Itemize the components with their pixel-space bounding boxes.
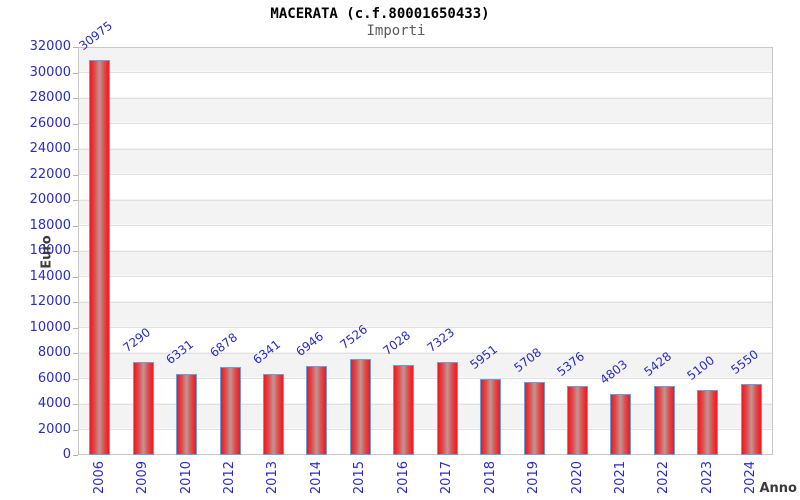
y-axis-title: Euro <box>39 235 55 269</box>
y-tick <box>73 47 78 48</box>
bar <box>653 386 675 455</box>
y-tick <box>73 174 78 176</box>
chart-title: MACERATA (c.f.80001650433) <box>270 6 490 22</box>
y-tick <box>73 251 78 252</box>
y-tick-label: 4000 <box>37 396 71 411</box>
gridline <box>79 327 772 328</box>
y-tick-label: 14000 <box>29 268 71 284</box>
year-label: 2023 <box>699 461 715 495</box>
y-tick-label: 20000 <box>29 192 71 207</box>
y-tick-label: 32000 <box>29 39 71 54</box>
y-tick <box>73 72 78 74</box>
bar <box>393 365 415 455</box>
gridline <box>79 429 772 430</box>
gridline <box>79 199 772 201</box>
chart-subtitle: Importi <box>366 23 426 39</box>
y-tick-label: 28000 <box>29 90 71 105</box>
bar <box>262 374 284 455</box>
year-label: 2006 <box>91 461 107 495</box>
gridline <box>79 148 772 150</box>
bar <box>567 386 589 455</box>
gridline <box>79 276 772 277</box>
gridline <box>79 378 772 379</box>
y-tick <box>73 455 78 456</box>
gridline <box>79 72 772 73</box>
year-label: 2020 <box>569 461 585 495</box>
gridline <box>79 301 772 303</box>
y-tick <box>73 225 78 227</box>
year-label: 2010 <box>178 461 194 495</box>
year-label: 2015 <box>352 461 368 495</box>
y-tick-label: 12000 <box>29 294 71 309</box>
year-label: 2013 <box>265 461 281 495</box>
y-tick-label: 8000 <box>37 345 71 360</box>
bar <box>697 390 719 455</box>
y-tick <box>73 200 78 201</box>
gridline <box>79 250 772 252</box>
bar <box>740 384 762 455</box>
bar <box>349 359 371 455</box>
y-tick <box>73 149 78 150</box>
y-tick <box>73 429 78 431</box>
year-label: 2017 <box>439 461 455 495</box>
x-axis-title: Anno <box>759 481 797 496</box>
year-label: 2019 <box>526 461 542 495</box>
y-tick-label: 22000 <box>29 166 71 182</box>
gridline <box>79 123 772 124</box>
y-tick <box>73 123 78 125</box>
year-label: 2009 <box>135 461 151 495</box>
y-tick-label: 10000 <box>29 319 71 335</box>
gridline <box>79 97 772 99</box>
bar <box>132 362 154 455</box>
y-tick <box>73 378 78 380</box>
y-tick-label: 2000 <box>37 421 71 437</box>
gridline <box>79 174 772 175</box>
y-tick <box>73 98 78 99</box>
y-tick-label: 6000 <box>37 370 71 386</box>
year-label: 2024 <box>743 461 759 495</box>
year-label: 2012 <box>222 461 238 495</box>
y-tick-label: 0 <box>62 447 71 462</box>
y-tick-label: 24000 <box>29 141 71 156</box>
bar <box>436 362 458 455</box>
y-tick <box>73 302 78 303</box>
bar <box>523 382 545 455</box>
bar <box>610 394 632 455</box>
year-label: 2022 <box>656 461 672 495</box>
y-tick <box>73 353 78 354</box>
bar <box>306 366 328 455</box>
bar <box>176 374 198 455</box>
bar <box>89 60 111 455</box>
bar <box>219 367 241 455</box>
gridline <box>79 352 772 354</box>
y-tick-label: 18000 <box>29 217 71 233</box>
bar <box>480 379 502 455</box>
year-label: 2021 <box>612 461 628 495</box>
y-tick-label: 30000 <box>29 64 71 80</box>
y-tick-label: 26000 <box>29 115 71 131</box>
y-tick <box>73 276 78 278</box>
gridline <box>79 403 772 405</box>
y-tick <box>73 404 78 405</box>
year-label: 2014 <box>308 461 324 495</box>
gridline <box>79 225 772 226</box>
year-label: 2018 <box>482 461 498 495</box>
year-label: 2016 <box>395 461 411 495</box>
y-tick-label: 16000 <box>29 243 71 258</box>
y-tick <box>73 327 78 329</box>
